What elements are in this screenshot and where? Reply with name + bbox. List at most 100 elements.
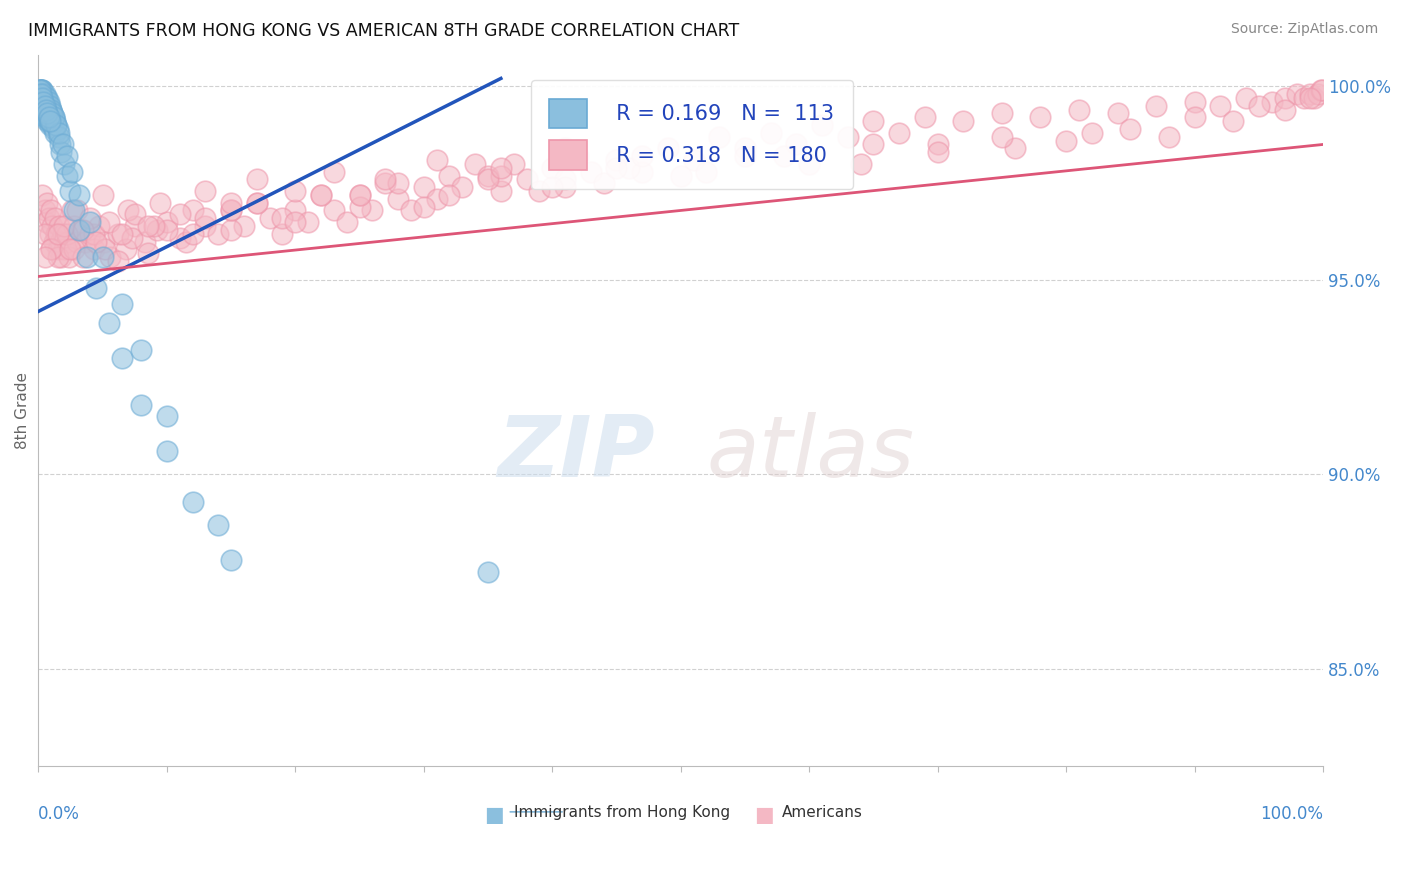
- Point: [83, 227, 105, 241]
- Point: [28, 83, 51, 97]
- Point: [1004, 141, 1026, 155]
- Point: [489, 169, 512, 183]
- Point: [32, 87, 55, 101]
- Point: [489, 184, 512, 198]
- Point: [219, 195, 242, 210]
- Point: [63, 242, 86, 256]
- Point: [862, 137, 884, 152]
- Point: [592, 176, 614, 190]
- Point: [69, 223, 91, 237]
- Point: [143, 219, 166, 233]
- Point: [42, 235, 65, 249]
- Point: [889, 126, 911, 140]
- Point: [45, 118, 67, 132]
- Point: [38, 98, 60, 112]
- Point: [51, 145, 73, 160]
- Point: [28, 87, 51, 101]
- Point: [349, 200, 371, 214]
- Point: [349, 188, 371, 202]
- Point: [39, 242, 62, 256]
- Point: [55, 149, 77, 163]
- Point: [79, 211, 101, 226]
- Point: [73, 235, 96, 249]
- Point: [477, 169, 499, 183]
- Point: [156, 409, 179, 424]
- Point: [111, 227, 134, 241]
- Point: [34, 110, 56, 124]
- Point: [31, 83, 53, 97]
- Point: [42, 122, 65, 136]
- Point: [37, 195, 59, 210]
- Point: [49, 137, 72, 152]
- Point: [32, 91, 55, 105]
- Point: [271, 211, 294, 226]
- Point: [28, 87, 51, 101]
- Point: [31, 95, 53, 109]
- Point: [30, 87, 52, 101]
- Point: [28, 98, 51, 112]
- Point: [136, 246, 159, 260]
- Point: [811, 118, 834, 132]
- Point: [734, 149, 756, 163]
- Point: [28, 83, 51, 97]
- Point: [111, 296, 134, 310]
- Point: [489, 161, 512, 175]
- Point: [35, 91, 58, 105]
- Point: [1029, 110, 1052, 124]
- Point: [31, 87, 53, 101]
- Point: [42, 110, 65, 124]
- Point: [219, 203, 242, 218]
- Point: [37, 95, 59, 109]
- Point: [477, 172, 499, 186]
- Point: [1209, 98, 1232, 112]
- Point: [1299, 87, 1322, 101]
- Point: [927, 137, 949, 152]
- Point: [93, 235, 115, 249]
- Point: [35, 95, 58, 109]
- Point: [55, 235, 77, 249]
- Point: [772, 149, 794, 163]
- Point: [60, 203, 83, 218]
- Point: [759, 126, 782, 140]
- Point: [439, 188, 461, 202]
- Point: [734, 141, 756, 155]
- Point: [219, 223, 242, 237]
- Point: [1299, 91, 1322, 105]
- Point: [541, 180, 564, 194]
- Point: [83, 242, 105, 256]
- Point: [156, 223, 179, 237]
- Text: ■: ■: [485, 805, 505, 825]
- Text: ZIP: ZIP: [498, 411, 655, 494]
- Point: [426, 192, 449, 206]
- Point: [32, 95, 55, 109]
- Point: [284, 215, 307, 229]
- Point: [952, 114, 974, 128]
- Point: [28, 95, 51, 109]
- Point: [1222, 114, 1244, 128]
- Point: [37, 98, 59, 112]
- Point: [53, 242, 76, 256]
- Point: [53, 157, 76, 171]
- Point: [219, 203, 242, 218]
- Point: [669, 169, 692, 183]
- Point: [79, 227, 101, 241]
- Point: [149, 195, 172, 210]
- Point: [94, 242, 117, 256]
- Point: [124, 207, 146, 221]
- Point: [114, 242, 136, 256]
- Point: [41, 219, 63, 233]
- Point: [44, 126, 66, 140]
- Point: [156, 215, 179, 229]
- Point: [349, 188, 371, 202]
- Point: [30, 83, 52, 97]
- Text: atlas: atlas: [706, 411, 914, 494]
- Point: [31, 188, 53, 202]
- Point: [32, 98, 55, 112]
- Point: [631, 149, 654, 163]
- Point: [38, 98, 60, 112]
- Point: [87, 219, 110, 233]
- Point: [35, 106, 58, 120]
- Point: [31, 83, 53, 97]
- Point: [181, 494, 204, 508]
- Point: [207, 518, 229, 533]
